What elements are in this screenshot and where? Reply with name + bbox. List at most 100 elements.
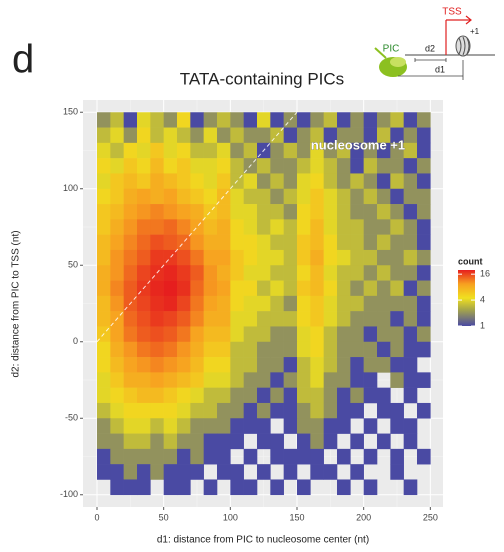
cell [217,357,231,373]
cell [404,128,418,144]
cell [257,128,271,144]
legend-tick-label: 1 [480,320,485,330]
cell [110,173,124,189]
cell [177,235,191,251]
cell [177,418,191,434]
cell [217,388,231,404]
cell [284,403,298,419]
cell [97,250,111,266]
cell [404,235,418,251]
cell [284,128,298,144]
cell [137,464,151,480]
cell [417,112,431,128]
cell [164,464,178,480]
cell [97,449,111,465]
cell [204,143,218,159]
cell [150,372,164,388]
cell [284,342,298,358]
cell [110,189,124,205]
cell [150,342,164,358]
cell [364,449,378,465]
cell [164,173,178,189]
cell [190,128,204,144]
cell [390,235,404,251]
cell [124,143,138,159]
cell [137,388,151,404]
cell [244,342,258,358]
cell [417,250,431,266]
cell [217,281,231,297]
cell [364,235,378,251]
cell [244,250,258,266]
y-axis-title: d2: distance from PIC to TSS (nt) [11,230,22,377]
cell [150,204,164,220]
cell [150,326,164,342]
cell [257,357,271,373]
cell [190,418,204,434]
cell [337,449,351,465]
x-tick-label: 200 [356,512,371,522]
cell [230,250,244,266]
cell [177,265,191,281]
chart-title: TATA-containing PICs [180,69,344,88]
cell [164,158,178,174]
plus-one-label: +1 [470,27,480,36]
cell [417,342,431,358]
cell [310,112,324,128]
inset-diagram: TSS +1 PIC d2 d1 [375,7,495,80]
cell [150,311,164,327]
cell [190,464,204,480]
cell [97,464,111,480]
cell [324,281,338,297]
cell [364,158,378,174]
cell [217,434,231,450]
cell [150,434,164,450]
cell [404,479,418,495]
cell [177,128,191,144]
cell [297,189,311,205]
cell [284,449,298,465]
cell [270,403,284,419]
cell [110,434,124,450]
cell [97,296,111,312]
cell [244,235,258,251]
pic-label: PIC [383,44,400,55]
cell [177,112,191,128]
cell [217,250,231,266]
cell [217,296,231,312]
cell [124,281,138,297]
cell [324,357,338,373]
cell [297,296,311,312]
cell [97,418,111,434]
cell [204,372,218,388]
cell [404,418,418,434]
cell [124,265,138,281]
cell [390,281,404,297]
cell [297,479,311,495]
cell [230,418,244,434]
cell [364,250,378,266]
cell [390,326,404,342]
cell [204,281,218,297]
cell [204,235,218,251]
cell [417,265,431,281]
cell [177,311,191,327]
y-tick-label: 150 [63,107,78,117]
cell [97,434,111,450]
cell [137,311,151,327]
cell [97,388,111,404]
cell [404,388,418,404]
cell [230,143,244,159]
cell [177,158,191,174]
cell [177,250,191,266]
cell [244,479,258,495]
cell [284,158,298,174]
cell [270,342,284,358]
cell [350,311,364,327]
cell [164,143,178,159]
cell [310,434,324,450]
cell [417,128,431,144]
cell [284,311,298,327]
cell [124,173,138,189]
cell [230,235,244,251]
